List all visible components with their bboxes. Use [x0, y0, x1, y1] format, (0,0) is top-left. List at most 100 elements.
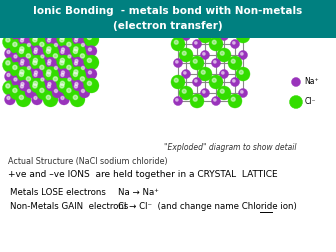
Circle shape — [11, 29, 23, 41]
Circle shape — [217, 48, 231, 62]
Text: Non-Metals GAIN  electrons: Non-Metals GAIN electrons — [10, 202, 128, 211]
Circle shape — [43, 20, 58, 36]
Circle shape — [56, 57, 72, 73]
Circle shape — [48, 82, 51, 85]
Circle shape — [40, 88, 44, 92]
Circle shape — [2, 80, 17, 96]
Circle shape — [43, 46, 58, 61]
Circle shape — [58, 48, 70, 59]
Circle shape — [212, 78, 216, 82]
Circle shape — [28, 89, 31, 92]
Circle shape — [18, 57, 30, 68]
Circle shape — [79, 41, 90, 52]
Circle shape — [241, 91, 243, 93]
Circle shape — [195, 42, 197, 44]
Circle shape — [193, 59, 197, 63]
Circle shape — [16, 92, 31, 107]
Circle shape — [198, 29, 212, 43]
Circle shape — [174, 78, 178, 82]
Circle shape — [50, 74, 65, 88]
Circle shape — [77, 74, 92, 88]
Circle shape — [6, 61, 10, 65]
Circle shape — [73, 80, 84, 91]
Circle shape — [34, 48, 38, 51]
Circle shape — [201, 50, 210, 59]
Circle shape — [33, 58, 38, 62]
Circle shape — [14, 32, 17, 35]
Circle shape — [57, 32, 72, 47]
Circle shape — [47, 70, 51, 74]
Circle shape — [79, 64, 90, 75]
Circle shape — [212, 40, 216, 44]
Circle shape — [34, 50, 37, 53]
Circle shape — [32, 46, 43, 56]
Circle shape — [179, 86, 193, 100]
Circle shape — [176, 99, 178, 101]
Circle shape — [20, 47, 24, 51]
Circle shape — [72, 82, 83, 93]
Circle shape — [74, 24, 78, 28]
Circle shape — [209, 37, 223, 51]
Circle shape — [182, 51, 186, 55]
Circle shape — [19, 95, 24, 100]
Circle shape — [14, 78, 17, 81]
Circle shape — [54, 43, 57, 47]
Circle shape — [56, 80, 72, 96]
Circle shape — [41, 78, 44, 81]
Circle shape — [220, 89, 224, 93]
Circle shape — [173, 97, 182, 106]
Circle shape — [32, 48, 42, 59]
Circle shape — [64, 39, 79, 54]
Circle shape — [60, 81, 65, 85]
Circle shape — [74, 39, 78, 42]
Circle shape — [61, 71, 65, 74]
Text: Na⁺: Na⁺ — [304, 78, 319, 86]
Circle shape — [43, 67, 58, 81]
Circle shape — [39, 52, 49, 64]
Circle shape — [201, 70, 205, 74]
Circle shape — [19, 72, 24, 77]
Circle shape — [173, 58, 182, 68]
Circle shape — [214, 99, 216, 101]
Circle shape — [239, 50, 248, 59]
Circle shape — [23, 74, 38, 88]
Circle shape — [33, 35, 38, 40]
Circle shape — [57, 55, 72, 70]
Circle shape — [61, 50, 64, 53]
Circle shape — [28, 43, 31, 47]
Circle shape — [41, 32, 44, 35]
Circle shape — [13, 65, 17, 70]
Circle shape — [47, 39, 50, 42]
Circle shape — [183, 72, 186, 74]
Circle shape — [45, 82, 56, 93]
Circle shape — [53, 54, 57, 58]
Circle shape — [6, 84, 10, 88]
Circle shape — [48, 59, 51, 62]
Circle shape — [18, 59, 29, 71]
Circle shape — [25, 41, 36, 52]
Circle shape — [84, 78, 99, 93]
Circle shape — [16, 46, 31, 61]
Circle shape — [239, 70, 243, 74]
Circle shape — [2, 35, 17, 49]
Circle shape — [176, 61, 178, 63]
Text: Cl → Cl⁻: Cl → Cl⁻ — [118, 202, 152, 211]
Circle shape — [39, 76, 49, 86]
Circle shape — [46, 49, 50, 53]
Circle shape — [33, 81, 38, 85]
Circle shape — [16, 20, 32, 36]
Circle shape — [219, 32, 228, 41]
Circle shape — [14, 55, 17, 58]
Circle shape — [59, 46, 70, 56]
Circle shape — [230, 78, 240, 86]
Circle shape — [86, 22, 97, 34]
Circle shape — [290, 96, 302, 109]
Circle shape — [70, 46, 85, 61]
Circle shape — [30, 78, 45, 93]
Circle shape — [219, 70, 228, 79]
Circle shape — [54, 67, 57, 70]
Circle shape — [64, 85, 79, 100]
Circle shape — [80, 77, 84, 81]
Circle shape — [84, 32, 99, 47]
Circle shape — [181, 70, 191, 79]
